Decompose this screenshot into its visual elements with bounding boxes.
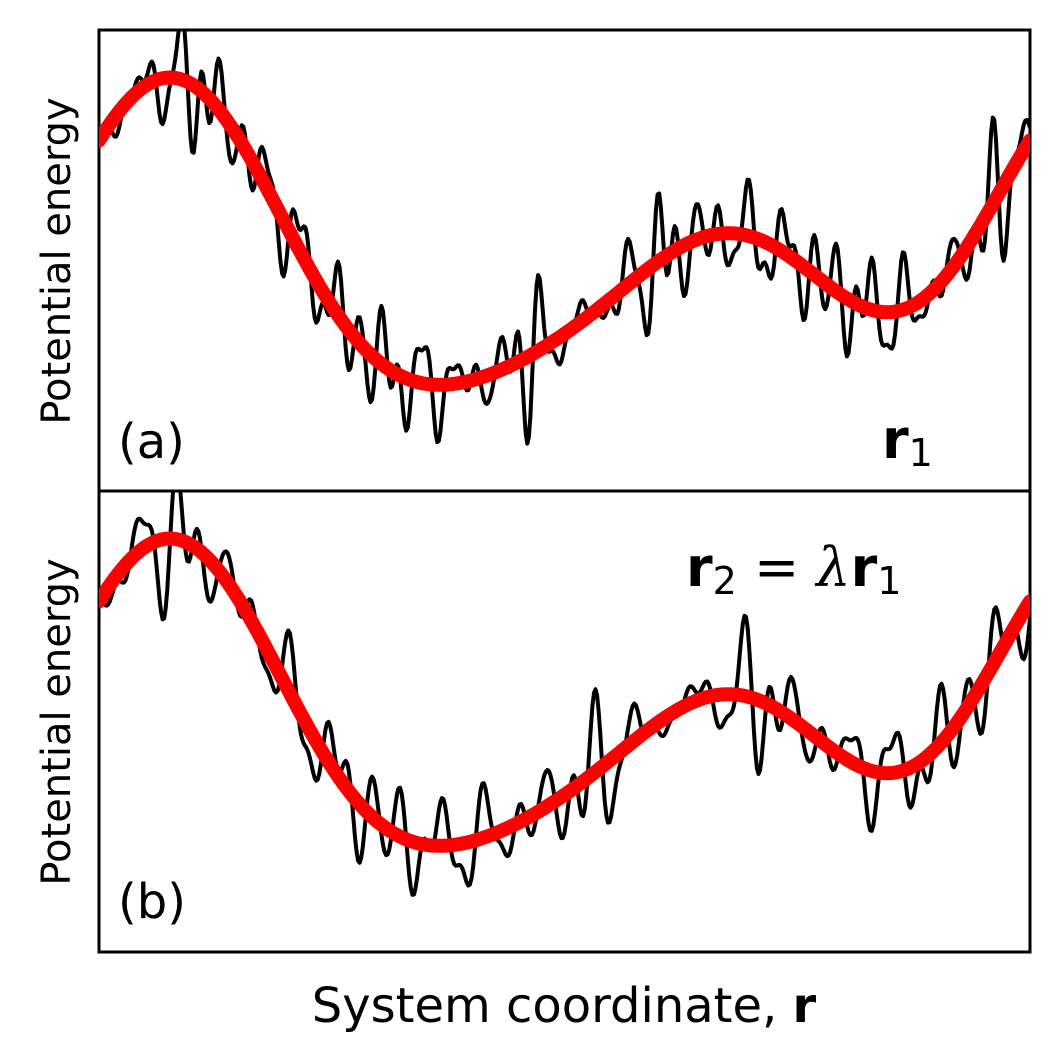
panel-b-label: (b) xyxy=(118,874,186,930)
x-axis-label: System coordinate, r xyxy=(312,978,817,1034)
rough-potential-line-panel-b xyxy=(99,491,1030,897)
panel-b: Potential energy (b) r2 = λr1 xyxy=(34,489,1032,954)
panel-b-ylabel: Potential energy xyxy=(34,558,80,885)
panel-a-label: (a) xyxy=(118,414,185,470)
panel-a: Potential energy (a) r1 xyxy=(34,28,1032,493)
panel-a-annotation: r1 xyxy=(882,408,933,475)
rough-potential-line-panel-a xyxy=(99,30,1030,446)
panel-b-frame xyxy=(97,489,1032,954)
smooth-potential-line-panel-b xyxy=(99,531,1030,853)
panel-a-ylabel: Potential energy xyxy=(34,97,80,424)
smooth-potential-line-panel-a xyxy=(99,70,1030,392)
panel-a-plot-area xyxy=(99,30,1030,446)
panel-b-plot-area xyxy=(99,491,1030,897)
panel-b-annotation: r2 = λr1 xyxy=(686,536,901,603)
